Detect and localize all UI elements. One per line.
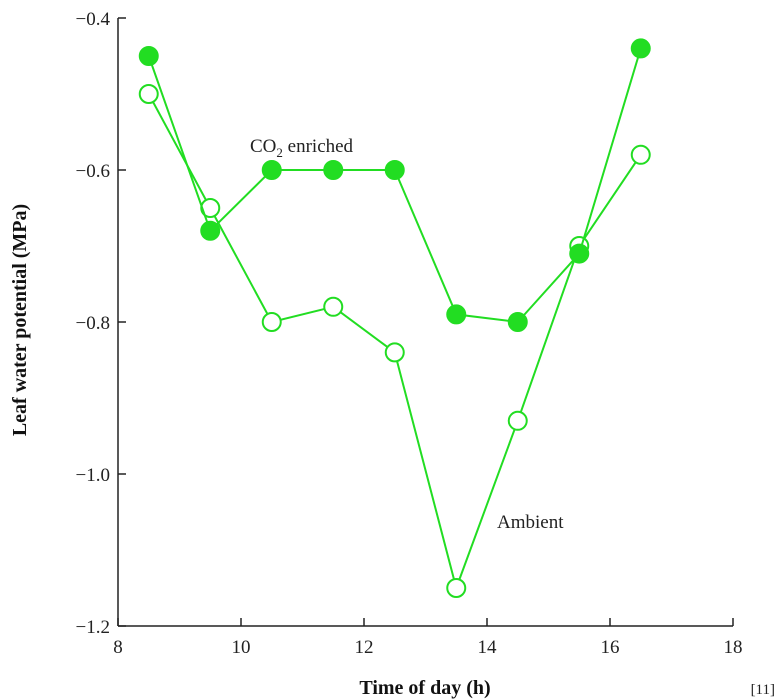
y-axis-title: Leaf water potential (MPa) [9, 204, 31, 436]
series-co2-enriched [138, 38, 651, 332]
x-axis-title: Time of day (h) [359, 677, 490, 699]
x-tick-label: 16 [601, 637, 620, 658]
data-point-ambient [261, 312, 282, 332]
y-tick-label: −1.2 [76, 617, 110, 638]
data-point-ambient [446, 578, 467, 598]
data-point-ambient [630, 144, 651, 165]
y-tick-label: −1.0 [76, 465, 110, 486]
y-tick-label: −0.4 [76, 9, 111, 30]
co2-label-rest: enriched [283, 136, 354, 157]
data-point-co2-enriched [507, 312, 528, 332]
y-tick-label: −0.8 [76, 313, 110, 334]
data-point-co2-enriched [323, 160, 344, 180]
citation: [11] [751, 682, 775, 698]
x-tick-label: 8 [113, 637, 123, 658]
data-point-co2-enriched [446, 304, 467, 325]
ambient-label: Ambient [497, 512, 564, 533]
data-point-co2-enriched [200, 220, 221, 241]
data-point-co2-enriched [569, 243, 590, 264]
co2-label-main: CO [250, 136, 276, 157]
x-tick-label: 18 [724, 637, 743, 658]
y-ticks: −1.2 −1.0 −0.8 −0.6 −0.4 [76, 9, 126, 638]
data-point-co2-enriched [138, 46, 159, 66]
x-tick-label: 10 [232, 637, 251, 658]
data-point-ambient [323, 296, 344, 317]
x-tick-label: 14 [478, 637, 498, 658]
co2-label-sub: 2 [276, 145, 283, 160]
data-point-ambient [507, 410, 528, 431]
x-ticks: 8 10 12 14 16 18 [113, 618, 743, 658]
data-point-ambient [138, 84, 159, 104]
data-point-co2-enriched [630, 38, 651, 59]
data-point-co2-enriched [384, 160, 405, 180]
x-tick-label: 12 [355, 637, 374, 658]
co2-enriched-label: CO2 enriched [250, 136, 354, 160]
axes [117, 18, 733, 627]
data-point-co2-enriched [261, 160, 282, 180]
y-tick-label: −0.6 [76, 161, 110, 182]
data-point-ambient [384, 342, 405, 363]
series-layer [138, 38, 651, 598]
